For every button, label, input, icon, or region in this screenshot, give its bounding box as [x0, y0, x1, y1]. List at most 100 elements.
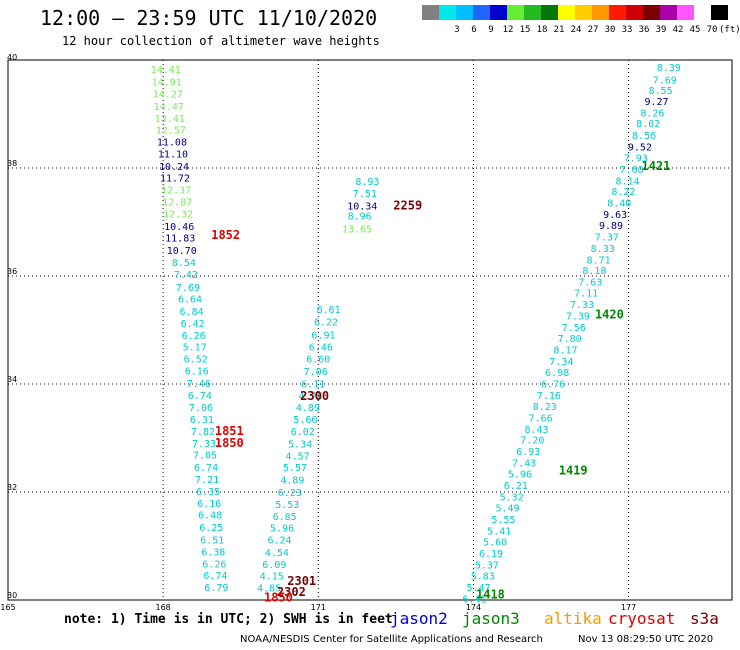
wave-height-value: 11.08	[157, 138, 187, 149]
wave-height-value: 8.18	[582, 266, 606, 277]
color-scale-swatch	[422, 5, 439, 20]
color-scale-swatch	[592, 5, 609, 20]
wave-height-value: 7.37	[595, 233, 619, 244]
wave-height-value: 7.93	[624, 154, 648, 165]
wave-height-value: 6.21	[504, 481, 528, 492]
wave-height-value: 6.64	[178, 295, 202, 306]
color-scale-label: 12	[502, 25, 514, 35]
color-scale-label: (ft)	[719, 25, 740, 35]
color-scale-swatch	[643, 5, 660, 20]
pass-time-label: 1419	[559, 463, 588, 477]
wave-height-value: 8.71	[587, 255, 611, 266]
lat-tick-label: 34	[7, 375, 17, 384]
wave-height-value: 8.22	[611, 187, 635, 198]
wave-height-value: 10.24	[159, 162, 189, 173]
wave-height-value: 6.02	[291, 427, 315, 438]
wave-height-value: 6.41	[462, 594, 486, 605]
color-scale-swatch	[575, 5, 592, 20]
wave-height-value: 5.60	[293, 415, 317, 426]
wave-height-value: 5.41	[487, 526, 511, 537]
wave-height-value: 10.46	[164, 222, 194, 233]
color-scale-swatch	[541, 5, 558, 20]
wave-height-value: 5.53	[275, 500, 299, 511]
wave-height-value: 4.89	[280, 476, 304, 487]
wave-height-value: 12.87	[162, 197, 192, 208]
wave-height-value: 5.37	[475, 560, 499, 571]
wave-height-value: 8.23	[533, 402, 557, 413]
lat-tick-label: 32	[7, 483, 17, 492]
pass-time-label: 1421	[642, 159, 671, 173]
wave-height-value: 10.34	[347, 201, 377, 212]
wave-height-value: 7.69	[176, 283, 200, 294]
color-scale-swatch	[660, 5, 677, 20]
wave-height-value: 14.27	[153, 89, 183, 100]
wave-height-value: 5.17	[183, 343, 207, 354]
wave-height-value: 5.47	[467, 583, 491, 594]
wave-height-value: 6.16	[185, 367, 209, 378]
wave-height-value: 7.43	[512, 458, 536, 469]
wave-height-value: 7.11	[574, 289, 598, 300]
wave-height-value: 11.83	[165, 234, 195, 245]
color-scale-label: 3	[454, 25, 460, 35]
wave-height-value: 4.54	[265, 548, 289, 559]
color-scale-label: 42	[672, 25, 684, 35]
wave-height-value: 7.34	[549, 357, 573, 368]
pass-time-label: 1850	[215, 436, 244, 450]
credit-line: NOAA/NESDIS Center for Satellite Applica…	[240, 634, 543, 645]
color-scale-label: 45	[689, 25, 701, 35]
wave-height-value: 5.32	[500, 492, 524, 503]
wave-height-value: 6.46	[309, 343, 333, 354]
wave-height-value: 7.80	[558, 334, 582, 345]
color-scale-swatch	[711, 5, 728, 20]
wave-height-value: 6.35	[196, 487, 220, 498]
wave-height-value: 6.74	[188, 391, 212, 402]
lat-tick-label: 38	[7, 159, 17, 168]
wave-height-value: 7.66	[529, 413, 553, 424]
wave-height-value: 5.34	[288, 439, 312, 450]
color-scale-swatch	[694, 5, 711, 20]
pass-time-label: 1850	[264, 590, 293, 604]
generated-timestamp: Nov 13 08:29:50 UTC 2020	[578, 634, 714, 645]
satellite-legend-altika: altika	[544, 609, 602, 628]
wave-height-value: 8.14	[615, 176, 639, 187]
wave-height-value: 7.82	[191, 427, 215, 438]
wave-height-value: 8.55	[649, 86, 673, 97]
color-scale-label: 36	[638, 25, 650, 35]
wave-height-value: 7.69	[653, 75, 677, 86]
lat-tick-label: 40	[7, 53, 17, 62]
wave-height-value: 7.63	[578, 277, 602, 288]
wave-height-value: 6.11	[301, 379, 325, 390]
wave-height-value: 8.54	[172, 258, 196, 269]
wave-height-value: 8.56	[632, 131, 656, 142]
lon-tick-label: 171	[311, 603, 326, 612]
pass-time-label: 1851	[215, 424, 244, 438]
wave-height-value: 7.33	[570, 300, 594, 311]
pass-time-label: 1852	[211, 228, 240, 242]
wave-height-value: 4.57	[286, 451, 310, 462]
satellite-legend-jason2: jason2	[390, 609, 448, 628]
wave-height-value: 7.42	[174, 270, 198, 281]
wave-height-value: 6.25	[199, 523, 223, 534]
wave-height-value: 6.51	[200, 536, 224, 547]
wave-height-value: 6.74	[194, 463, 218, 474]
color-scale-label: 39	[655, 25, 667, 35]
wave-height-value: 11.72	[160, 174, 190, 185]
lat-tick-label: 36	[7, 267, 17, 276]
wave-height-value: 7.21	[195, 475, 219, 486]
wave-height-value: 6.42	[181, 319, 205, 330]
color-scale-swatch	[456, 5, 473, 20]
footer-note: note: 1) Time is in UTC; 2) SWH is in fe…	[64, 612, 393, 627]
wave-height-value: 8.39	[657, 63, 681, 74]
pass-time-label: 1418	[476, 588, 505, 602]
wave-height-value: 7.20	[520, 436, 544, 447]
pass-time-label: 2301	[287, 574, 316, 588]
wave-height-value: 8.43	[524, 425, 548, 436]
wave-height-value: 5.96	[508, 470, 532, 481]
wave-height-value: 5.96	[270, 524, 294, 535]
lat-tick-label: 30	[7, 591, 17, 600]
wave-height-value: 6.98	[545, 368, 569, 379]
page-title: 12:00 – 23:59 UTC 11/10/2020	[40, 6, 378, 30]
page-subtitle: 12 hour collection of altimeter wave hei…	[62, 34, 380, 48]
wave-height-value: 7.16	[537, 391, 561, 402]
wave-height-value: 6.38	[201, 547, 225, 558]
